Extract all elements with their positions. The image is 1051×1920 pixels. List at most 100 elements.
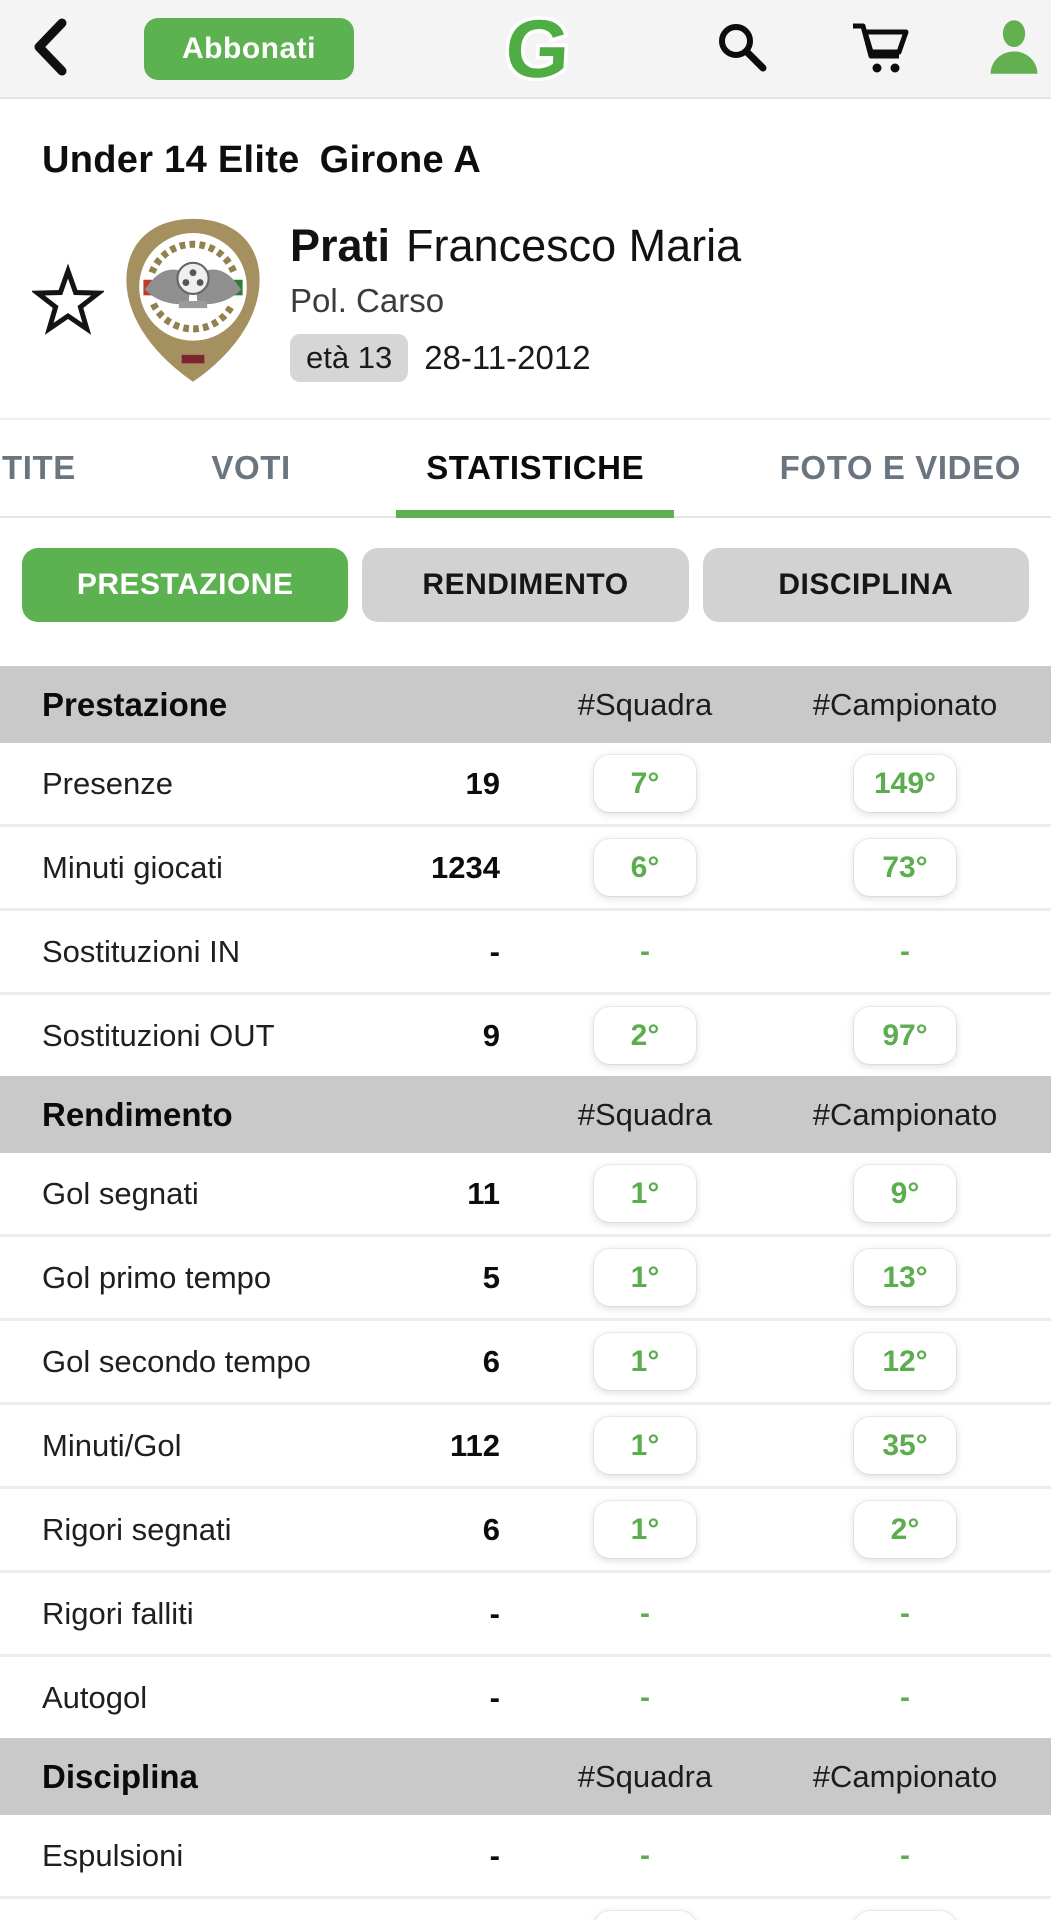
- rank-squadra-chip: 6°: [594, 839, 696, 896]
- player-given-name: Francesco Maria: [406, 220, 742, 271]
- rank-campionato-chip: 146°: [854, 1911, 956, 1920]
- favorite-button[interactable]: [30, 263, 106, 342]
- column-header-campionato: #Campionato: [812, 686, 998, 722]
- stat-value: -: [489, 933, 500, 969]
- rank-squadra-chip: 1°: [594, 1417, 696, 1474]
- rank-campionato-chip: 2°: [854, 1501, 956, 1558]
- svg-text:G: G: [503, 4, 572, 95]
- rank-squadra-chip: 1°: [594, 1249, 696, 1306]
- stat-label: Presenze: [42, 765, 173, 801]
- rank-squadra-chip: 7°: [594, 755, 696, 812]
- section-header-disciplina: Disciplina #Squadra #Campionato: [0, 1738, 1051, 1815]
- table-row: Rigori falliti - - -: [0, 1570, 1051, 1654]
- rank-campionato-chip: 97°: [854, 1007, 956, 1064]
- subscribe-button[interactable]: Abbonati: [144, 17, 354, 80]
- stat-label: Sostituzioni OUT: [42, 1017, 275, 1053]
- profile-button[interactable]: [984, 19, 1044, 79]
- search-button[interactable]: [714, 21, 770, 77]
- rank-campionato-empty: -: [900, 934, 910, 968]
- rank-campionato-chip: 73°: [854, 839, 956, 896]
- player-header: Prati Francesco Maria Pol. Carso età 13 2…: [0, 216, 1051, 386]
- top-bar: Abbonati G: [0, 0, 1051, 99]
- stat-label: Gol primo tempo: [42, 1259, 272, 1295]
- table-row: Minuti giocati 1234 6° 73°: [0, 824, 1051, 908]
- app-logo-icon[interactable]: G: [500, 3, 576, 95]
- person-icon: [985, 18, 1043, 79]
- age-badge: età 13: [290, 334, 409, 382]
- player-team: Pol. Carso: [290, 282, 445, 319]
- rank-squadra-empty: -: [640, 1680, 650, 1714]
- stat-label: Espulsioni: [42, 1837, 184, 1873]
- back-button[interactable]: [30, 18, 70, 79]
- tab-partite[interactable]: TITE: [0, 420, 84, 516]
- rank-squadra-chip: 1°: [594, 1333, 696, 1390]
- stat-label: Minuti giocati: [42, 849, 223, 885]
- column-header-campionato: #Campionato: [812, 1758, 998, 1794]
- star-outline-icon: [30, 263, 106, 342]
- league-category: Under 14 Elite: [42, 139, 300, 181]
- player-name: Prati Francesco Maria: [290, 220, 741, 272]
- stat-label: Gol segnati: [42, 1175, 199, 1211]
- cart-button[interactable]: [848, 19, 912, 79]
- stat-label: Autogol: [42, 1679, 148, 1715]
- table-row: Minuti/Gol 112 1° 35°: [0, 1402, 1051, 1486]
- shopping-cart-icon: [849, 18, 911, 79]
- table-row: Presenze 19 7° 149°: [0, 743, 1051, 824]
- stat-label: Sostituzioni IN: [42, 933, 241, 969]
- rank-campionato-empty: -: [900, 1596, 910, 1630]
- rank-squadra-chip: 1°: [594, 1501, 696, 1558]
- rank-squadra-chip: 1°: [594, 1165, 696, 1222]
- stat-value: -: [489, 1679, 500, 1715]
- table-row: Ammonizioni 5 7° 146°: [0, 1896, 1051, 1920]
- rank-campionato-chip: 13°: [854, 1249, 956, 1306]
- table-row: Gol secondo tempo 6 1° 12°: [0, 1318, 1051, 1402]
- tab-voti[interactable]: VOTI: [203, 420, 298, 516]
- rank-campionato-empty: -: [900, 1838, 910, 1872]
- section-title: Disciplina: [42, 1757, 198, 1795]
- table-row: Espulsioni - - -: [0, 1815, 1051, 1896]
- filter-prestazione[interactable]: PRESTAZIONE: [22, 548, 349, 622]
- stat-label: Rigori falliti: [42, 1595, 194, 1631]
- rank-squadra-chip: 7°: [594, 1911, 696, 1920]
- table-row: Rigori segnati 6 1° 2°: [0, 1486, 1051, 1570]
- stat-label: Gol secondo tempo: [42, 1343, 311, 1379]
- tab-foto-e-video[interactable]: FOTO E VIDEO: [772, 420, 1029, 516]
- stat-label: Rigori segnati: [42, 1511, 232, 1547]
- table-row: Sostituzioni OUT 9 2° 97°: [0, 992, 1051, 1076]
- league-heading: Under 14 Elite Girone A: [42, 139, 1051, 182]
- stat-value: 9: [482, 1017, 500, 1053]
- team-crest-icon: [122, 216, 264, 386]
- rank-campionato-empty: -: [900, 1680, 910, 1714]
- rank-squadra-empty: -: [640, 1596, 650, 1630]
- stat-value: 6: [482, 1511, 500, 1547]
- search-icon: [715, 20, 769, 77]
- player-info: Prati Francesco Maria Pol. Carso età 13 2…: [290, 220, 741, 382]
- rank-campionato-chip: 149°: [854, 755, 956, 812]
- tab-statistiche[interactable]: STATISTICHE: [396, 420, 675, 518]
- column-header-squadra: #Squadra: [577, 1096, 713, 1132]
- section-title: Rendimento: [42, 1095, 233, 1133]
- rank-campionato-chip: 9°: [854, 1165, 956, 1222]
- column-header-campionato: #Campionato: [812, 1096, 998, 1132]
- rank-squadra-empty: -: [640, 1838, 650, 1872]
- rank-campionato-chip: 35°: [854, 1417, 956, 1474]
- section-header-rendimento: Rendimento #Squadra #Campionato: [0, 1076, 1051, 1153]
- rank-campionato-chip: 12°: [854, 1333, 956, 1390]
- stat-value: 1234: [431, 849, 500, 885]
- filter-rendimento[interactable]: RENDIMENTO: [362, 548, 689, 622]
- chevron-left-icon: [31, 18, 69, 79]
- stat-label: Minuti/Gol: [42, 1427, 182, 1463]
- stat-filters: PRESTAZIONE RENDIMENTO DISCIPLINA: [22, 548, 1029, 622]
- table-row: Gol primo tempo 5 1° 13°: [0, 1234, 1051, 1318]
- player-meta: età 13 28-11-2012: [290, 334, 741, 382]
- stat-value: 112: [449, 1427, 500, 1463]
- tab-bar: TITE VOTI STATISTICHE FOTO E VIDEO: [0, 418, 1051, 518]
- table-row: Gol segnati 11 1° 9°: [0, 1153, 1051, 1234]
- player-surname: Prati: [290, 220, 391, 271]
- stat-value: -: [489, 1595, 500, 1631]
- rank-squadra-empty: -: [640, 934, 650, 968]
- stat-value: 5: [482, 1259, 500, 1295]
- column-header-squadra: #Squadra: [577, 686, 713, 722]
- filter-disciplina[interactable]: DISCIPLINA: [702, 548, 1029, 622]
